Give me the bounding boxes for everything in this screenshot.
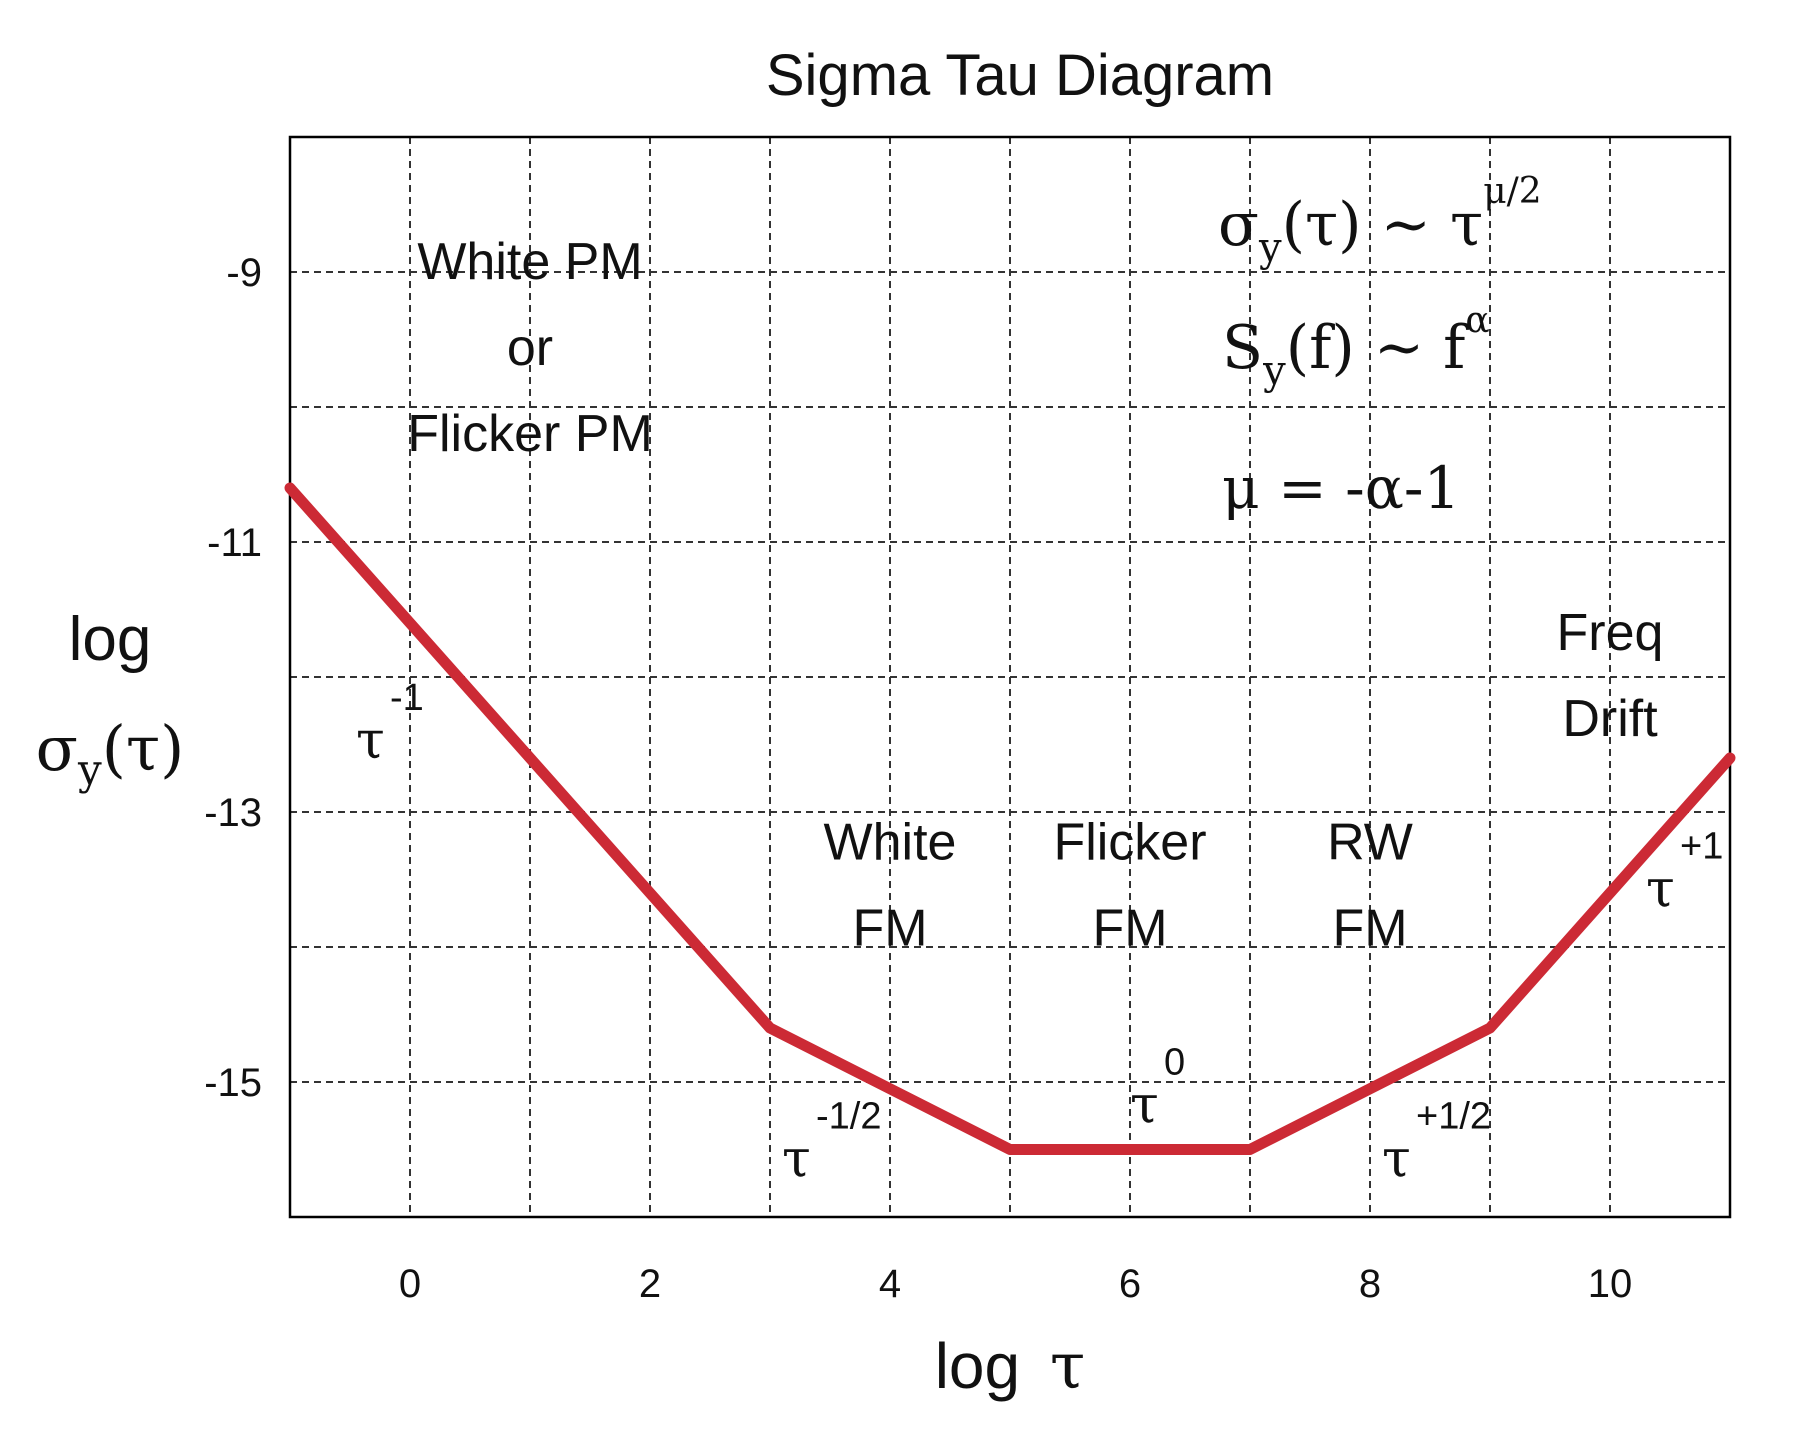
slope-label-exponent: +1 <box>1680 826 1723 868</box>
y-tick-labels: -9 -11 -13 -15 <box>204 251 262 1105</box>
region-label-line: FM <box>1092 899 1167 957</box>
formula-block: σy(τ) ~ τμ/2 Sy(f) ~ fα μ = -α-1 <box>1218 171 1542 522</box>
formula2-sup: α <box>1465 300 1489 341</box>
formula1-a: σ <box>1218 190 1259 260</box>
x-tick-label: 2 <box>639 1262 661 1306</box>
region-label: Freq Drift <box>1557 604 1664 748</box>
x-tick-label: 10 <box>1588 1262 1633 1306</box>
y-tick-label: -9 <box>226 251 262 295</box>
slope-label-base: τ <box>356 711 385 771</box>
formula2-a: S <box>1222 313 1263 383</box>
slope-label-exponent: -1 <box>390 677 424 719</box>
series-line <box>284 482 1736 1155</box>
slope-label-base: τ <box>1646 860 1675 920</box>
region-label-line: Drift <box>1562 690 1658 748</box>
plot-frame <box>288 135 1732 1219</box>
formula1-sub: y <box>1258 225 1282 271</box>
region-label: White PM or Flicker PM <box>407 233 653 463</box>
formula2-sub: y <box>1262 348 1286 394</box>
region-label-line: RW <box>1327 813 1413 871</box>
region-label-line: White PM <box>417 233 642 291</box>
x-tick-label: 0 <box>399 1262 421 1306</box>
y-axis-label-line1: log <box>69 605 152 674</box>
region-label: White FM <box>824 813 957 957</box>
region-label-line: Flicker <box>1053 813 1206 871</box>
formula2-b: (f) ~ f <box>1286 313 1469 383</box>
slope-label-base: τ <box>782 1130 811 1190</box>
x-axis-label-symbol: τ <box>1050 1330 1085 1404</box>
grid-lines <box>290 137 1730 1217</box>
slope-label-base: τ <box>1130 1076 1159 1136</box>
formula3: μ = -α-1 <box>1222 454 1460 522</box>
region-label-line: FM <box>1332 899 1407 957</box>
slope-label-base: τ <box>1382 1130 1411 1190</box>
slope-label-exponent: 0 <box>1164 1042 1185 1084</box>
y-tick-label: -15 <box>204 1061 262 1105</box>
x-axis-label: log τ <box>935 1330 1086 1404</box>
y-axis-label: log σy(τ) <box>36 605 185 794</box>
y-axis-label-arg: (τ) <box>102 712 185 785</box>
region-label-line: Flicker PM <box>407 405 653 463</box>
x-tick-label: 6 <box>1119 1262 1141 1306</box>
region-label-line: or <box>507 319 553 377</box>
y-axis-label-sigma: σ <box>36 712 78 785</box>
region-label: RW FM <box>1327 813 1413 957</box>
formula1-b: (τ) ~ τ <box>1282 190 1484 260</box>
slope-label-exponent: -1/2 <box>816 1096 881 1138</box>
x-tick-label: 8 <box>1359 1262 1381 1306</box>
y-tick-label: -13 <box>204 791 262 835</box>
chart-title: Sigma Tau Diagram <box>766 43 1274 108</box>
y-axis-label-sub: y <box>77 745 102 794</box>
slope-labels: τ-1τ-1/2 τ0τ+1/2τ+1 <box>356 677 1723 1190</box>
svg-text:σy(τ) ~ τμ/2: σy(τ) ~ τμ/2 <box>1218 171 1542 271</box>
series-polyline <box>284 482 1736 1155</box>
region-labels: White PM or Flicker PM White FM Flicker FM RW FM… <box>407 233 1663 958</box>
x-axis-label-prefix: log <box>935 1330 1020 1402</box>
svg-text:Sy(f) ~ fα: Sy(f) ~ fα <box>1222 300 1490 394</box>
x-tick-label: 4 <box>879 1262 901 1306</box>
region-label: Flicker FM <box>1053 813 1206 957</box>
x-tick-labels: 0 2 4 6 8 10 <box>399 1262 1632 1306</box>
formula1-sup: μ/2 <box>1483 171 1541 212</box>
region-label-line: FM <box>852 899 927 957</box>
svg-text:log τ: log τ <box>935 1330 1086 1404</box>
region-label-line: White <box>824 813 957 871</box>
region-label-line: Freq <box>1557 604 1664 662</box>
slope-label-exponent: +1/2 <box>1416 1096 1491 1138</box>
y-tick-label: -11 <box>207 521 262 565</box>
svg-text:σy(τ): σy(τ) <box>36 712 185 794</box>
